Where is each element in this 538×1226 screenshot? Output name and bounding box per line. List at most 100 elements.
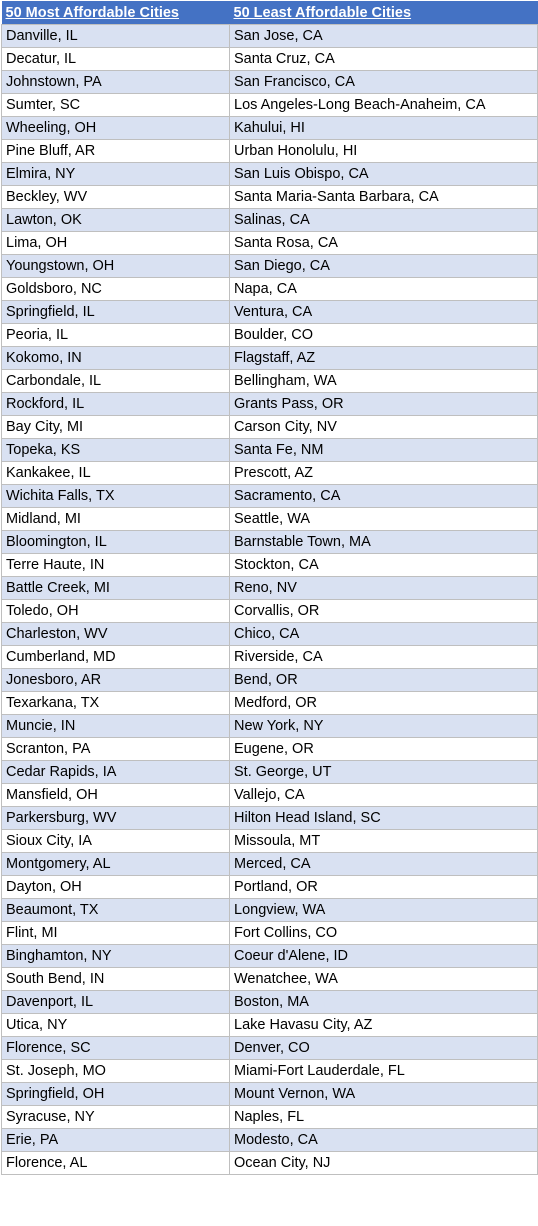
most-affordable-city-cell: Wichita Falls, TX xyxy=(1,484,230,508)
table-row: Scranton, PA Eugene, OR xyxy=(1,737,538,761)
most-affordable-city-cell: Binghamton, NY xyxy=(1,944,230,968)
table-row: Muncie, IN New York, NY xyxy=(1,714,538,738)
least-affordable-city-cell: Los Angeles-Long Beach-Anaheim, CA xyxy=(229,93,538,117)
least-affordable-city-cell: Missoula, MT xyxy=(229,829,538,853)
table-row: Springfield, OH Mount Vernon, WA xyxy=(1,1082,538,1106)
table-row: Lima, OH Santa Rosa, CA xyxy=(1,231,538,255)
most-affordable-city-cell: Flint, MI xyxy=(1,921,230,945)
most-affordable-city-cell: Decatur, IL xyxy=(1,47,230,71)
least-affordable-city-cell: Santa Maria-Santa Barbara, CA xyxy=(229,185,538,209)
most-affordable-city-cell: Montgomery, AL xyxy=(1,852,230,876)
least-affordable-city-cell: Ventura, CA xyxy=(229,300,538,324)
least-affordable-city-cell: Sacramento, CA xyxy=(229,484,538,508)
least-affordable-city-cell: Modesto, CA xyxy=(229,1128,538,1152)
table-row: Texarkana, TX Medford, OR xyxy=(1,691,538,715)
least-affordable-city-cell: Naples, FL xyxy=(229,1105,538,1129)
table-row: Rockford, IL Grants Pass, OR xyxy=(1,392,538,416)
least-affordable-city-cell: St. George, UT xyxy=(229,760,538,784)
most-affordable-city-cell: Texarkana, TX xyxy=(1,691,230,715)
most-affordable-city-cell: Davenport, IL xyxy=(1,990,230,1014)
most-affordable-city-cell: Scranton, PA xyxy=(1,737,230,761)
least-affordable-city-cell: Santa Fe, NM xyxy=(229,438,538,462)
most-affordable-city-cell: Sioux City, IA xyxy=(1,829,230,853)
most-affordable-city-cell: Florence, SC xyxy=(1,1036,230,1060)
most-affordable-city-cell: Syracuse, NY xyxy=(1,1105,230,1129)
table-row: South Bend, IN Wenatchee, WA xyxy=(1,967,538,991)
table-row: Terre Haute, IN Stockton, CA xyxy=(1,553,538,577)
table-row: Elmira, NY San Luis Obispo, CA xyxy=(1,162,538,186)
least-affordable-city-cell: Boston, MA xyxy=(229,990,538,1014)
header-row: 50 Most Affordable Cities 50 Least Affor… xyxy=(1,1,538,25)
least-affordable-city-cell: Carson City, NV xyxy=(229,415,538,439)
least-affordable-city-cell: Napa, CA xyxy=(229,277,538,301)
table-row: Sumter, SC Los Angeles-Long Beach-Anaheim… xyxy=(1,93,538,117)
most-affordable-city-cell: Florence, AL xyxy=(1,1151,230,1175)
most-affordable-city-cell: Beaumont, TX xyxy=(1,898,230,922)
most-affordable-city-cell: Danville, IL xyxy=(1,24,230,48)
header-most-affordable: 50 Most Affordable Cities xyxy=(1,1,230,25)
most-affordable-city-cell: Bloomington, IL xyxy=(1,530,230,554)
least-affordable-city-cell: Salinas, CA xyxy=(229,208,538,232)
table-row: Wichita Falls, TX Sacramento, CA xyxy=(1,484,538,508)
least-affordable-city-cell: Corvallis, OR xyxy=(229,599,538,623)
most-affordable-city-cell: Muncie, IN xyxy=(1,714,230,738)
least-affordable-city-cell: Santa Rosa, CA xyxy=(229,231,538,255)
least-affordable-city-cell: Vallejo, CA xyxy=(229,783,538,807)
table-row: Binghamton, NY Coeur d'Alene, ID xyxy=(1,944,538,968)
table-row: Erie, PA Modesto, CA xyxy=(1,1128,538,1152)
most-affordable-city-cell: Parkersburg, WV xyxy=(1,806,230,830)
table-row: Toledo, OH Corvallis, OR xyxy=(1,599,538,623)
most-affordable-city-cell: Bay City, MI xyxy=(1,415,230,439)
table-row: Mansfield, OH Vallejo, CA xyxy=(1,783,538,807)
least-affordable-city-cell: Santa Cruz, CA xyxy=(229,47,538,71)
least-affordable-city-cell: New York, NY xyxy=(229,714,538,738)
table-row: Beaumont, TX Longview, WA xyxy=(1,898,538,922)
most-affordable-city-cell: Rockford, IL xyxy=(1,392,230,416)
table-row: Topeka, KS Santa Fe, NM xyxy=(1,438,538,462)
most-affordable-city-cell: Wheeling, OH xyxy=(1,116,230,140)
most-affordable-city-cell: St. Joseph, MO xyxy=(1,1059,230,1083)
most-affordable-city-cell: Cumberland, MD xyxy=(1,645,230,669)
least-affordable-city-cell: Hilton Head Island, SC xyxy=(229,806,538,830)
table-header: 50 Most Affordable Cities 50 Least Affor… xyxy=(1,1,538,25)
table-row: Kankakee, IL Prescott, AZ xyxy=(1,461,538,485)
most-affordable-city-cell: Kankakee, IL xyxy=(1,461,230,485)
table-row: Youngstown, OH San Diego, CA xyxy=(1,254,538,278)
most-affordable-city-cell: Lawton, OK xyxy=(1,208,230,232)
table-row: Parkersburg, WV Hilton Head Island, SC xyxy=(1,806,538,830)
least-affordable-city-cell: Bellingham, WA xyxy=(229,369,538,393)
table-row: Flint, MI Fort Collins, CO xyxy=(1,921,538,945)
table-row: Utica, NY Lake Havasu City, AZ xyxy=(1,1013,538,1037)
most-affordable-city-cell: Midland, MI xyxy=(1,507,230,531)
least-affordable-city-cell: Fort Collins, CO xyxy=(229,921,538,945)
most-affordable-city-cell: Springfield, IL xyxy=(1,300,230,324)
table-row: Bloomington, IL Barnstable Town, MA xyxy=(1,530,538,554)
most-affordable-city-cell: Carbondale, IL xyxy=(1,369,230,393)
header-least-affordable: 50 Least Affordable Cities xyxy=(229,1,538,25)
most-affordable-city-cell: Kokomo, IN xyxy=(1,346,230,370)
most-affordable-city-cell: Terre Haute, IN xyxy=(1,553,230,577)
least-affordable-city-cell: Wenatchee, WA xyxy=(229,967,538,991)
least-affordable-city-cell: Medford, OR xyxy=(229,691,538,715)
table-row: St. Joseph, MO Miami-Fort Lauderdale, FL xyxy=(1,1059,538,1083)
least-affordable-city-cell: San Francisco, CA xyxy=(229,70,538,94)
table-row: Springfield, IL Ventura, CA xyxy=(1,300,538,324)
table-row: Pine Bluff, AR Urban Honolulu, HI xyxy=(1,139,538,163)
most-affordable-city-cell: Dayton, OH xyxy=(1,875,230,899)
table-row: Kokomo, IN Flagstaff, AZ xyxy=(1,346,538,370)
least-affordable-city-cell: Urban Honolulu, HI xyxy=(229,139,538,163)
least-affordable-city-cell: Flagstaff, AZ xyxy=(229,346,538,370)
most-affordable-city-cell: Springfield, OH xyxy=(1,1082,230,1106)
most-affordable-city-cell: South Bend, IN xyxy=(1,967,230,991)
least-affordable-city-cell: Grants Pass, OR xyxy=(229,392,538,416)
table-row: Cumberland, MD Riverside, CA xyxy=(1,645,538,669)
least-affordable-city-cell: Coeur d'Alene, ID xyxy=(229,944,538,968)
least-affordable-city-cell: Prescott, AZ xyxy=(229,461,538,485)
least-affordable-city-cell: Reno, NV xyxy=(229,576,538,600)
table-row: Florence, SC Denver, CO xyxy=(1,1036,538,1060)
least-affordable-city-cell: Chico, CA xyxy=(229,622,538,646)
table-row: Bay City, MI Carson City, NV xyxy=(1,415,538,439)
least-affordable-city-cell: Longview, WA xyxy=(229,898,538,922)
most-affordable-city-cell: Lima, OH xyxy=(1,231,230,255)
least-affordable-city-cell: Ocean City, NJ xyxy=(229,1151,538,1175)
